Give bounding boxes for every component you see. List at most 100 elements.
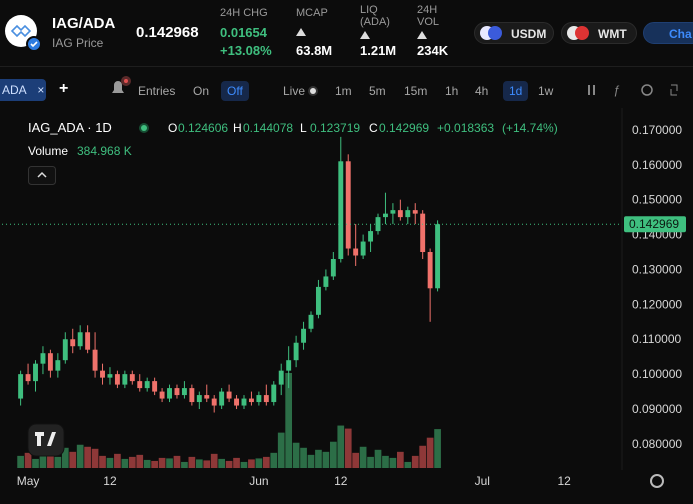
volume-bar [32,458,39,468]
candle-body [181,388,187,396]
ohlc-value: 0.123719 [310,121,361,135]
volume-bar [91,448,99,468]
volume-bar [173,455,181,468]
add-button[interactable]: + [59,80,69,97]
candle-body [211,398,217,406]
tool-icons: ƒ [588,83,678,97]
candle-body [397,210,403,218]
ohlc-letter: L [300,121,307,135]
volume-bar [270,452,278,468]
icon [567,26,589,40]
candle-body [33,363,38,382]
live[interactable]: Live [283,84,306,98]
pill[interactable]: USDM [474,22,554,44]
tab-close[interactable]: × [37,83,45,97]
volume-bar [84,446,91,468]
pill[interactable]: WMT [561,22,637,44]
volume-bar [240,461,248,468]
volume-bar [166,458,173,468]
interval[interactable]: 5m [369,84,386,98]
collapse-button[interactable] [28,166,56,185]
ohlc-value: 0.124606 [178,121,229,135]
volume-bar [128,456,136,468]
candle-body [315,286,321,315]
candle-body [40,353,46,364]
interval[interactable]: 1m [335,84,352,98]
volume-bar [24,452,32,468]
stat-value: 1.21M [360,43,397,58]
candle-body [196,395,202,403]
candle-body [412,210,418,214]
volume-bar [255,458,263,468]
toggle-off[interactable]: Off [221,81,249,101]
volume-bar [54,456,62,468]
candle-body [345,161,351,249]
stat-value: 0.01654 [220,25,267,40]
candle-body [390,210,396,214]
candle-body [226,391,232,399]
volume-bar [277,432,285,468]
stat-label: MCAP [296,7,328,19]
volume-bar [106,457,114,468]
candle-body [100,370,105,378]
candle-body [353,248,359,256]
candle-body [167,388,172,399]
last-price-label: 0.142969 [629,217,679,231]
pill-label: Cha [669,27,692,41]
volume-bar [404,461,412,468]
stat-value: +13.08% [220,43,272,58]
candle-body [293,342,299,361]
volume-bar [17,455,24,468]
candle-body [152,381,158,392]
volume-bar [99,455,106,468]
volume-bar [233,457,240,468]
volume-bar [396,451,404,468]
x-tick-label: 12 [557,474,571,488]
volume-bar [307,454,315,468]
candle-body [219,391,225,406]
candle-body [62,339,68,361]
candle-body [248,398,254,403]
candle-body [405,210,411,218]
volume-bar [426,437,434,468]
candle-body [271,384,277,403]
pill[interactable]: Cha [643,22,693,44]
toggle-on[interactable]: On [193,84,210,98]
volume-bar [136,454,144,468]
candle-body [338,161,344,259]
interval[interactable]: 1d [503,81,529,101]
ohlc-letter: C [369,121,378,135]
volume-bar [389,457,397,468]
interval[interactable]: 1h [445,84,459,98]
x-tick-label: Jul [475,474,490,488]
interval[interactable]: 1w [538,84,554,98]
bell-icon[interactable] [108,75,134,99]
volume-bar [262,456,270,468]
interval[interactable]: 4h [475,84,489,98]
volume-bar [374,449,382,468]
volume-bar [69,451,77,468]
volume-bar [285,373,293,468]
stat-label: 24H VOL [417,4,440,28]
y-tick-label: 0.080000 [632,437,682,451]
subtitle: IAG Price [52,36,104,50]
candle-body [129,374,135,382]
tab[interactable]: ADA × [0,79,46,101]
volume-bar [344,428,352,468]
icon [360,31,370,39]
status-dot [139,123,149,133]
candle-body [107,374,113,378]
volume-bar [39,449,47,468]
entries: Entries [138,84,176,98]
volume-bar [300,447,307,468]
x-tick-label: 12 [334,474,348,488]
interval[interactable]: 15m [404,84,428,98]
candle-body [189,388,195,403]
candle-body [360,241,366,256]
candle-body [204,395,210,399]
y-tick-label: 0.170000 [632,123,682,137]
volume-bar [188,456,196,468]
chart-title: IAG_ADA · 1D [28,120,112,135]
